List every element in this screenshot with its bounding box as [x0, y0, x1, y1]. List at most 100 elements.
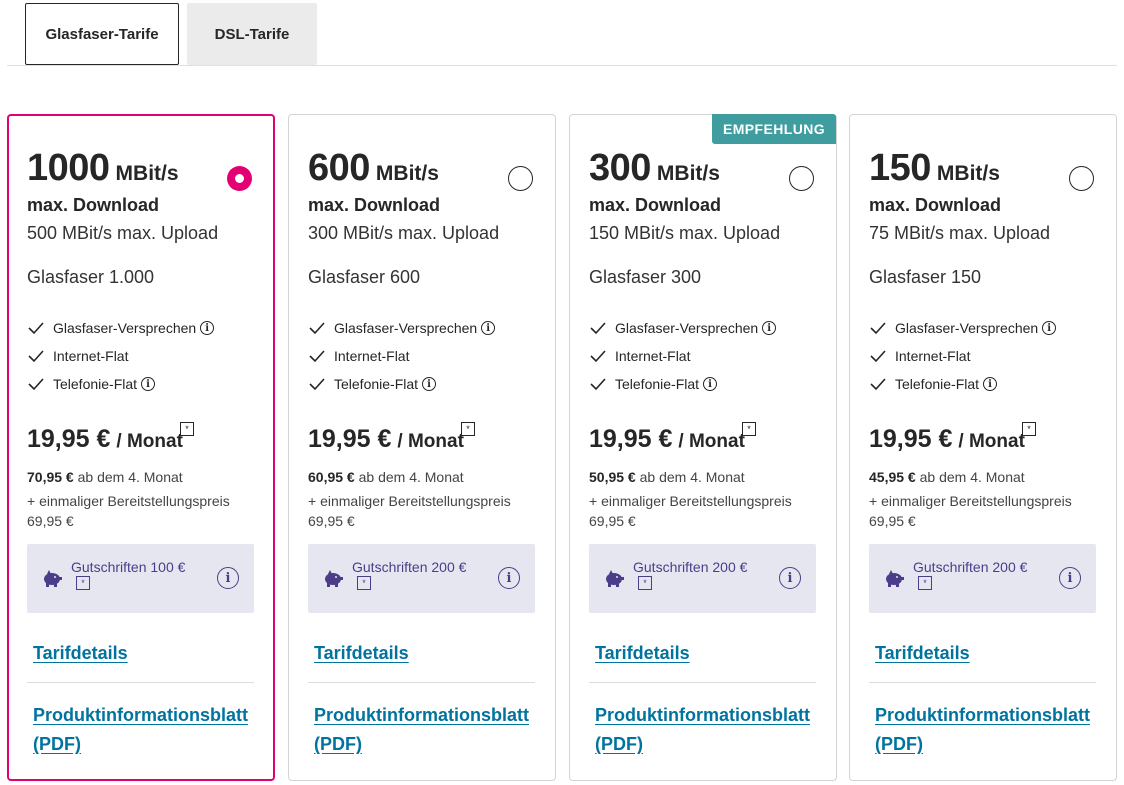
- divider: [27, 682, 254, 683]
- price-value: 19,95 €: [589, 425, 673, 453]
- voucher-label: Gutschriften 200 €: [352, 559, 467, 575]
- tariff-details-link[interactable]: Tarifdetails: [314, 643, 409, 663]
- speed: 150 MBit/s: [869, 147, 1000, 190]
- feature-item: Glasfaser-Versprechen i: [308, 314, 496, 342]
- after-price-value: 60,95 €: [308, 469, 355, 485]
- download-label: max. Download: [27, 195, 160, 215]
- after-price: 45,95 € ab dem 4. Monat: [869, 469, 1025, 485]
- speed-unit: MBit/s: [656, 162, 720, 185]
- info-icon[interactable]: i: [422, 377, 437, 391]
- feature-list: Glasfaser-Versprechen i Internet-Flat Te…: [869, 314, 1057, 398]
- product-info-pdf-link[interactable]: Produktinformationsblatt (PDF): [595, 705, 810, 754]
- info-icon[interactable]: i: [481, 321, 496, 335]
- after-price-value: 45,95 €: [869, 469, 916, 485]
- price-value: 19,95 €: [308, 425, 392, 453]
- feature-label: Glasfaser-Versprechen: [53, 320, 197, 336]
- voucher-label: Gutschriften 200 €: [633, 559, 748, 575]
- tariff-radio[interactable]: [227, 166, 252, 191]
- upload-label: 150 MBit/s max. Upload: [589, 223, 781, 243]
- footnote-star-icon[interactable]: *: [918, 576, 932, 590]
- product-info-pdf-link[interactable]: Produktinformationsblatt (PDF): [314, 705, 529, 754]
- feature-list: Glasfaser-Versprechen i Internet-Flat Te…: [308, 314, 496, 398]
- info-icon[interactable]: i: [1042, 321, 1057, 335]
- divider: [308, 682, 535, 683]
- footnote-star-icon[interactable]: *: [461, 422, 475, 436]
- product-info-pdf-link[interactable]: Produktinformationsblatt (PDF): [875, 705, 1090, 754]
- tariff-card-300[interactable]: EMPFEHLUNG 300 MBit/s max. Download 150 …: [569, 114, 837, 781]
- feature-label: Internet-Flat: [895, 348, 971, 364]
- info-icon[interactable]: i: [762, 321, 777, 335]
- check-icon: [28, 378, 44, 391]
- speed-unit: MBit/s: [375, 162, 439, 185]
- tariff-card-1000[interactable]: 1000 MBit/s max. Download 500 MBit/s max…: [7, 114, 275, 781]
- tariff-details-link[interactable]: Tarifdetails: [33, 643, 128, 663]
- tab-dsl-tarife[interactable]: DSL-Tarife: [187, 3, 317, 65]
- footnote-star-icon[interactable]: *: [638, 576, 652, 590]
- check-icon: [309, 322, 325, 335]
- feature-list: Glasfaser-Versprechen i Internet-Flat Te…: [589, 314, 777, 398]
- per-month-label: / Monat: [116, 431, 183, 452]
- info-icon[interactable]: i: [779, 567, 801, 589]
- per-month-label: / Monat: [958, 431, 1025, 452]
- tariff-radio[interactable]: [789, 166, 814, 191]
- price-value: 19,95 €: [27, 425, 111, 453]
- check-icon: [870, 350, 886, 363]
- footnote-star-icon[interactable]: *: [180, 422, 194, 436]
- tariff-card-600[interactable]: 600 MBit/s max. Download 300 MBit/s max.…: [288, 114, 556, 781]
- download-label: max. Download: [869, 195, 1002, 215]
- footnote-star-icon[interactable]: *: [1022, 422, 1036, 436]
- tariff-radio[interactable]: [508, 166, 533, 191]
- speed: 300 MBit/s: [589, 147, 720, 190]
- after-price-text: ab dem 4. Monat: [639, 469, 745, 485]
- feature-label: Glasfaser-Versprechen: [895, 320, 1039, 336]
- product-info-pdf-link[interactable]: Produktinformationsblatt (PDF): [33, 705, 248, 754]
- feature-label: Telefonie-Flat: [334, 376, 419, 392]
- price: 19,95 € / Monat: [869, 425, 1025, 454]
- feature-label: Internet-Flat: [334, 348, 410, 364]
- check-icon: [309, 350, 325, 363]
- piggy-bank-icon: [606, 570, 624, 587]
- footnote-star-icon[interactable]: *: [357, 576, 371, 590]
- upload-label: 500 MBit/s max. Upload: [27, 223, 219, 243]
- info-icon[interactable]: i: [200, 321, 215, 335]
- check-icon: [590, 378, 606, 391]
- piggy-bank-icon: [325, 570, 343, 587]
- feature-item: Telefonie-Flat i: [308, 370, 495, 398]
- check-icon: [590, 350, 606, 363]
- voucher-label: Gutschriften 100 €: [71, 559, 186, 575]
- info-icon[interactable]: i: [1059, 567, 1081, 589]
- check-icon: [870, 322, 886, 335]
- divider: [869, 682, 1096, 683]
- upload-label: 75 MBit/s max. Upload: [869, 223, 1051, 243]
- tariff-tabs: Glasfaser-Tarife DSL-Tarife: [7, 0, 1117, 66]
- feature-label: Telefonie-Flat: [615, 376, 700, 392]
- speed: 600 MBit/s: [308, 147, 439, 190]
- tariff-details-link[interactable]: Tarifdetails: [595, 643, 690, 663]
- check-icon: [28, 322, 44, 335]
- info-icon[interactable]: i: [498, 567, 520, 589]
- voucher-box: Gutschriften 200 € * i: [589, 544, 816, 613]
- setup-price-value: 69,95 €: [589, 513, 636, 529]
- piggy-bank-icon: [44, 570, 62, 587]
- info-icon[interactable]: i: [141, 377, 156, 391]
- feature-list: Glasfaser-Versprechen i Internet-Flat Te…: [27, 314, 215, 398]
- after-price: 70,95 € ab dem 4. Monat: [27, 469, 183, 485]
- tariff-radio[interactable]: [1069, 166, 1094, 191]
- info-icon[interactable]: i: [217, 567, 239, 589]
- tab-glasfaser-tarife[interactable]: Glasfaser-Tarife: [25, 3, 179, 65]
- info-icon[interactable]: i: [983, 377, 998, 391]
- recommendation-badge: EMPFEHLUNG: [712, 114, 836, 144]
- after-price-value: 70,95 €: [27, 469, 74, 485]
- footnote-star-icon[interactable]: *: [742, 422, 756, 436]
- price-value: 19,95 €: [869, 425, 953, 453]
- setup-price-label: + einmaliger Bereitstellungspreis: [27, 493, 230, 509]
- price: 19,95 € / Monat: [27, 425, 183, 454]
- feature-item: Glasfaser-Versprechen i: [27, 314, 215, 342]
- plan-name: Glasfaser 1.000: [27, 267, 155, 287]
- footnote-star-icon[interactable]: *: [76, 576, 90, 590]
- tariff-details-link[interactable]: Tarifdetails: [875, 643, 970, 663]
- tariff-card-150[interactable]: 150 MBit/s max. Download 75 MBit/s max. …: [849, 114, 1117, 781]
- info-icon[interactable]: i: [703, 377, 718, 391]
- feature-item: Internet-Flat: [27, 342, 214, 370]
- feature-item: Telefonie-Flat i: [27, 370, 214, 398]
